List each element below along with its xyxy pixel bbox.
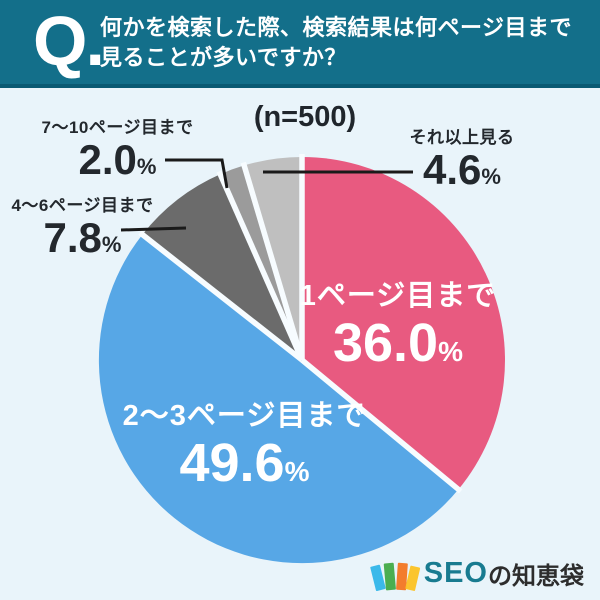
- callout-more-label: それ以上見る: [409, 128, 515, 147]
- callout-4-6pages: 4〜6ページ目まで 7.8%: [0, 191, 165, 259]
- callout-7-10pages-label: 7〜10ページ目まで: [41, 118, 194, 137]
- pie-chart: [92, 150, 512, 570]
- percent-sign: %: [438, 336, 463, 367]
- question-title-line1: 何かを検索した際、検索結果は何ページ目まで: [100, 15, 573, 40]
- brand-footer: SEO の知恵袋: [369, 556, 584, 591]
- pie-slice: [302, 157, 505, 490]
- percent-sign: %: [136, 154, 157, 179]
- seo-chiebukuro-logo-icon: [369, 557, 421, 591]
- pie-slice-separator: [138, 230, 304, 363]
- percent-sign: %: [284, 456, 310, 487]
- question-title: 何かを検索した際、検索結果は何ページ目まで 見ることが多いですか？: [100, 13, 572, 73]
- slice-label-page2-3: 2〜3ページ目まで 49.6%: [122, 392, 367, 492]
- callout-4-6pages-label: 4〜6ページ目まで: [11, 196, 154, 215]
- pie-slice-separator: [216, 170, 305, 362]
- percent-sign: %: [101, 232, 122, 257]
- brand-name-seo: SEO: [423, 557, 488, 589]
- slice-label-page1-text: 1ページ目まで: [299, 280, 497, 312]
- logo-page-green: [383, 562, 396, 590]
- slice-label-page1: 1ページ目まで 36.0%: [288, 272, 508, 372]
- callout-7-10pages: 7〜10ページ目まで 2.0%: [30, 113, 205, 181]
- pie-slice-separator: [300, 357, 463, 494]
- q-mark-label: Q.: [33, 2, 105, 80]
- question-header: Q. 何かを検索した際、検索結果は何ページ目まで 見ることが多いですか？: [0, 0, 600, 88]
- pie-slice: [98, 234, 459, 564]
- callout-more: それ以上見る 4.6%: [382, 123, 542, 191]
- callout-7-10pages-value: 2.0%: [78, 136, 157, 183]
- callout-more-value: 4.6%: [423, 146, 501, 193]
- slice-label-page1-value: 36.0%: [332, 313, 463, 373]
- pie-slice: [142, 174, 302, 360]
- sample-size-label: (n=500): [253, 101, 357, 133]
- brand-name-suffix: の知恵袋: [488, 563, 584, 590]
- pie-svg: [98, 154, 505, 564]
- percent-sign: %: [481, 164, 501, 189]
- pie-slice-separator: [240, 161, 305, 361]
- slice-label-page2-3-value: 49.6%: [179, 433, 310, 493]
- slice-label-page2-3-text: 2〜3ページ目まで: [122, 400, 367, 432]
- question-title-line2: 見ることが多いですか？: [100, 45, 347, 70]
- callout-4-6pages-value: 7.8%: [43, 214, 122, 261]
